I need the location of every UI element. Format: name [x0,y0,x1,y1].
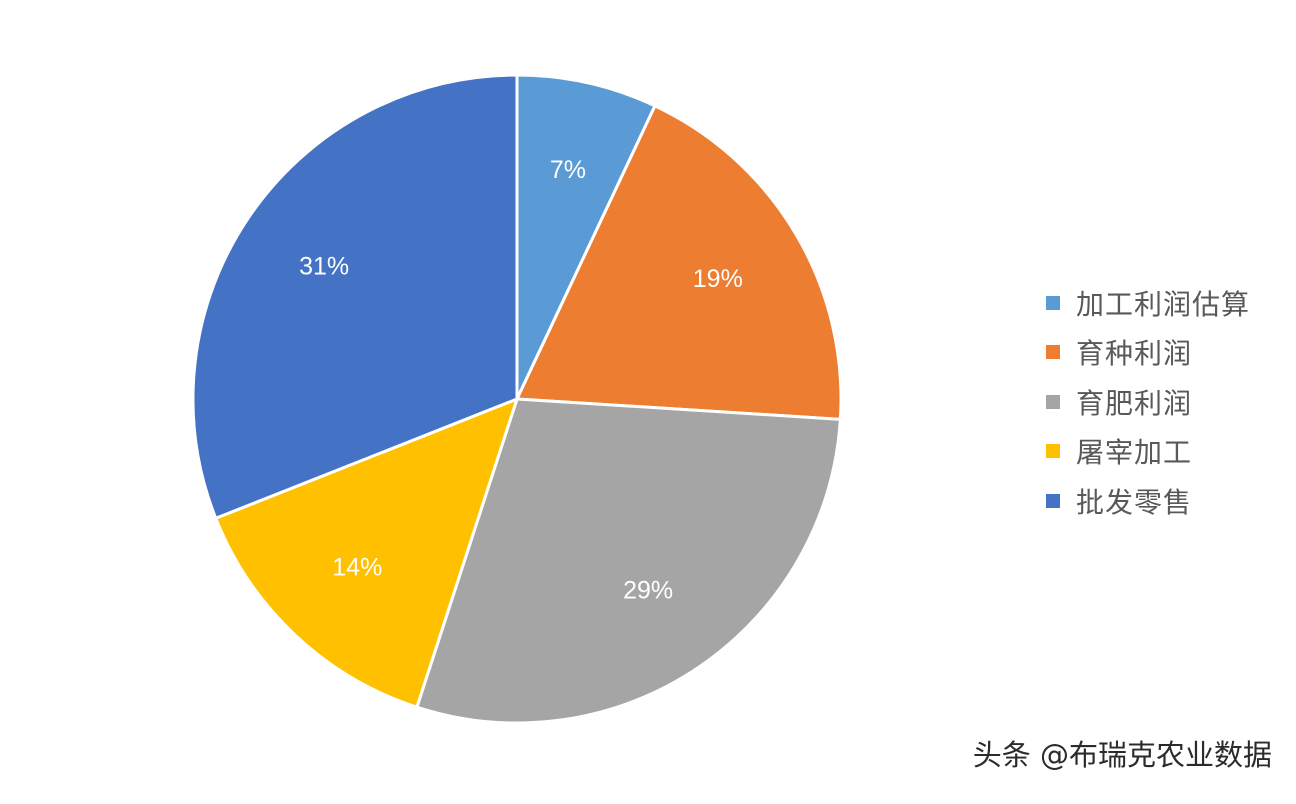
legend-swatch-3 [1046,444,1060,459]
pie-slice-1 [515,104,843,421]
pie-slice-2 [415,397,842,725]
pie-data-label-2: 29% [623,577,673,605]
legend-item-3: 屠宰加工 [1046,427,1250,477]
legend-label-3: 屠宰加工 [1076,436,1193,470]
legend-label-1: 育种利润 [1076,337,1193,371]
legend-item-2: 育肥利润 [1046,377,1250,427]
legend-item-0: 加工利润估算 [1046,278,1250,328]
pie-data-label-4: 31% [299,253,349,281]
pie-data-label-1: 19% [693,265,743,293]
legend-label-0: 加工利润估算 [1076,287,1251,321]
pie-slice-0 [515,73,657,401]
legend-swatch-0 [1046,295,1060,310]
pie-data-label-0: 7% [550,156,586,184]
pie-data-label-3: 14% [332,554,382,582]
legend-item-4: 批发零售 [1046,476,1250,526]
legend-swatch-2 [1046,394,1060,409]
legend: 加工利润估算 育种利润 育肥利润 屠宰加工 批发零售 [1046,278,1250,526]
legend-item-1: 育种利润 [1046,328,1250,378]
legend-swatch-4 [1046,493,1060,508]
pie-slice-3 [214,397,519,709]
watermark: 头条 @布瑞克农业数据 [972,738,1272,772]
legend-label-2: 育肥利润 [1076,386,1193,420]
pie-slice-4 [191,73,519,520]
legend-swatch-1 [1046,345,1060,360]
legend-label-4: 批发零售 [1076,485,1193,519]
